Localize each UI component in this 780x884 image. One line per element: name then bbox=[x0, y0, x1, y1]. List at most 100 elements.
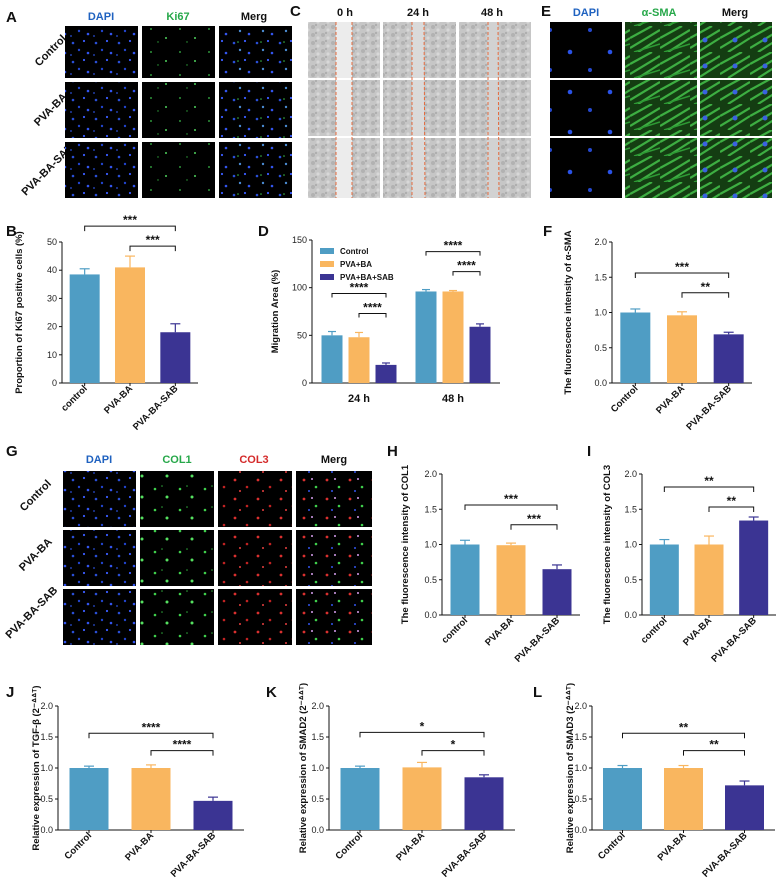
y-tick-label-d: 0 bbox=[302, 378, 307, 388]
bar-b bbox=[115, 267, 145, 383]
x-tick-label-h: control bbox=[440, 615, 471, 646]
y-tick-label-l: 1.5 bbox=[574, 732, 587, 742]
panel-label-b: B bbox=[6, 223, 17, 240]
bar-h bbox=[450, 544, 480, 615]
y-tick-label-h: 2.0 bbox=[424, 469, 437, 479]
panel-label-e: E bbox=[541, 3, 551, 20]
y-axis-label-k: Relative expression of SMAD2 (2⁻ᐞᐞᵀ) bbox=[298, 683, 309, 853]
col-title-e-2: Merg bbox=[722, 7, 748, 19]
scratch-gap bbox=[412, 138, 425, 198]
bar-d bbox=[348, 337, 370, 383]
y-tick-label-d: 100 bbox=[292, 283, 307, 293]
col-title-e-0: DAPI bbox=[573, 7, 599, 19]
x-tick-label-i: PVA-BA bbox=[681, 615, 714, 648]
micrograph-g-col3-pvaba bbox=[218, 530, 292, 586]
x-tick-label-b: PVA-BA-SAB bbox=[131, 383, 181, 433]
y-tick-label-j: 0.0 bbox=[40, 825, 53, 835]
y-tick-label-l: 0.5 bbox=[574, 794, 587, 804]
y-axis-label-l: Relative expression of SMAD3 (2⁻ᐞᐞᵀ) bbox=[565, 683, 576, 853]
chart-b: 0 10 20 30 40 50 Proportion of Ki67 positive c… bbox=[14, 213, 198, 433]
col-title-e-1: α-SMA bbox=[642, 7, 677, 19]
sig-bracket-l bbox=[622, 732, 745, 739]
bar-h bbox=[542, 569, 572, 615]
panel-label-f: F bbox=[543, 223, 552, 240]
panel-label-c: C bbox=[290, 3, 301, 20]
y-axis-label-i: The fluorescence intensity of COL3 bbox=[602, 465, 613, 624]
scratch-gap bbox=[336, 80, 352, 136]
x-tick-label-d: 48 h bbox=[442, 393, 464, 405]
y-tick-label-k: 0.5 bbox=[311, 794, 324, 804]
x-tick-label-b: PVA-BA bbox=[102, 383, 135, 416]
bar-i bbox=[739, 520, 769, 615]
micrograph-a-merg-control bbox=[219, 26, 292, 78]
x-tick-label-l: PVA-BA bbox=[656, 830, 689, 863]
scratch-gap bbox=[336, 22, 352, 78]
y-tick-label-i: 2.0 bbox=[624, 469, 637, 479]
y-tick-label-b: 40 bbox=[47, 265, 57, 275]
micrograph-g-merg-pvaba bbox=[296, 530, 372, 586]
micrograph-g-dapi-control bbox=[63, 471, 136, 527]
bar-d bbox=[375, 364, 397, 383]
scratch-gap bbox=[488, 80, 498, 136]
y-tick-label-h: 0.0 bbox=[424, 610, 437, 620]
legend-swatch-d bbox=[320, 274, 334, 280]
y-tick-label-d: 50 bbox=[297, 330, 307, 340]
scratch-images bbox=[308, 21, 531, 199]
y-tick-label-h: 1.0 bbox=[424, 540, 437, 550]
sig-label-d: **** bbox=[457, 259, 476, 273]
sig-label-j: **** bbox=[173, 738, 192, 752]
bar-l bbox=[725, 785, 764, 830]
micrograph-g-col3-pvabasab bbox=[218, 589, 292, 645]
col-title-c-1: 24 h bbox=[407, 7, 429, 19]
panel-label-d: D bbox=[258, 223, 269, 240]
bar-k bbox=[402, 767, 442, 830]
panel-label-a: A bbox=[6, 9, 17, 26]
y-axis-label-d: Migration Area (%) bbox=[270, 270, 281, 354]
x-tick-label-k: PVA-BA bbox=[394, 830, 427, 863]
y-axis-label-f: The fluorescence intensity of α-SMA bbox=[563, 230, 574, 394]
scratch-gap bbox=[412, 22, 424, 78]
sig-bracket-d bbox=[425, 251, 481, 256]
y-tick-label-b: 50 bbox=[47, 237, 57, 247]
x-tick-label-i: PVA-BA-SAB bbox=[709, 615, 759, 665]
chart-i: 0.0 0.5 1.0 1.5 2.0 The fluorescence intensit… bbox=[602, 465, 776, 665]
y-tick-label-h: 1.5 bbox=[424, 504, 437, 514]
sig-label-i: ** bbox=[727, 494, 737, 508]
row-label-a-0: Control bbox=[33, 33, 69, 69]
y-tick-label-d: 150 bbox=[292, 235, 307, 245]
micrograph-e-sma-1 bbox=[625, 80, 697, 136]
y-tick-label-j: 0.5 bbox=[40, 794, 53, 804]
x-tick-label-f: PVA-BA bbox=[654, 383, 687, 416]
col-title-g-1: COL1 bbox=[162, 454, 191, 466]
x-tick-label-h: PVA-BA-SAB bbox=[513, 615, 563, 665]
bar-i bbox=[649, 544, 679, 615]
col-title-g-0: DAPI bbox=[86, 454, 112, 466]
bar-i bbox=[694, 544, 724, 615]
bar-f bbox=[667, 315, 697, 383]
y-tick-label-k: 0.0 bbox=[311, 825, 324, 835]
micrograph-a-ki67-pvabasab bbox=[142, 142, 215, 198]
bar-d bbox=[469, 326, 491, 383]
sig-bracket-j bbox=[150, 750, 214, 756]
y-tick-label-b: 10 bbox=[47, 350, 57, 360]
micrograph-g-dapi-pvaba bbox=[63, 530, 136, 586]
y-axis-label-h: The fluorescence intensity of COL1 bbox=[400, 464, 411, 624]
chart-f: 0.0 0.5 1.0 1.5 2.0 The fluorescence intensit… bbox=[563, 230, 752, 433]
micrograph-g-col1-control bbox=[140, 471, 214, 527]
sig-label-k: * bbox=[420, 719, 425, 733]
micrograph-a-merg-pvaba bbox=[219, 82, 292, 138]
col-title-a-1: Ki67 bbox=[166, 11, 189, 23]
x-tick-label-d: 24 h bbox=[348, 393, 370, 405]
col-title-g-2: COL3 bbox=[239, 454, 268, 466]
x-tick-label-k: PVA-BA-SAB bbox=[440, 830, 490, 880]
sig-bracket-i bbox=[708, 506, 755, 513]
bar-d bbox=[415, 291, 437, 383]
y-tick-label-i: 0.5 bbox=[624, 575, 637, 585]
sig-bracket-k bbox=[359, 731, 485, 738]
row-label-g-1: PVA-BA bbox=[17, 536, 55, 574]
y-axis-label-j: Relative expression of TGF-β (2⁻ᐞᐞᵀ) bbox=[31, 685, 42, 850]
y-tick-label-h: 0.5 bbox=[424, 575, 437, 585]
